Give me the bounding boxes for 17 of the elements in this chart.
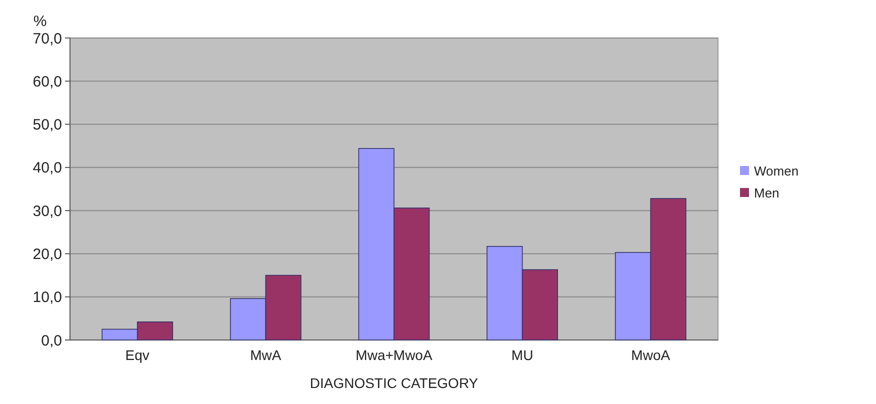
y-tick-label: 40,0 (32, 160, 62, 177)
legend-label: Women (754, 164, 799, 179)
x-axis-title: DIAGNOSTIC CATEGORY (310, 375, 479, 391)
x-tick-label: Mwa+MwoA (356, 347, 433, 363)
y-axis-title: % (33, 13, 47, 30)
y-tick-label: 10,0 (32, 289, 62, 306)
y-tick-label: 0,0 (41, 332, 62, 350)
y-tick-label: 50,0 (32, 116, 62, 134)
x-tick-label: MwA (250, 347, 282, 363)
x-tick-label: MU (511, 347, 534, 363)
legend-label: Men (754, 186, 780, 201)
y-tick-label: 30,0 (32, 202, 62, 220)
y-tick-label: 20,0 (32, 246, 62, 263)
y-tick-label: 60,0 (32, 73, 62, 90)
x-tick-label: Eqv (125, 347, 150, 363)
y-tick-label: 70,0 (32, 30, 62, 48)
x-tick-label: MwoA (631, 347, 671, 363)
